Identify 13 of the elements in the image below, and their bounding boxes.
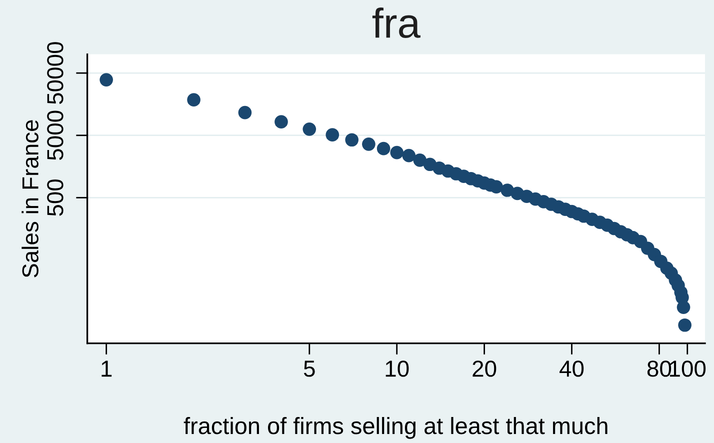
x-tick-label: 5	[304, 360, 315, 377]
y-tick-label: 5000	[47, 110, 64, 160]
chart-title: fra	[372, 7, 420, 38]
x-tick-label: 10	[386, 360, 409, 377]
x-axis-title: fraction of firms selling at least that much	[184, 416, 608, 439]
x-tick-label: 80	[647, 360, 672, 377]
x-tick-label: 20	[472, 360, 496, 377]
x-tick-label: 100	[670, 360, 706, 377]
y-tick-label: 500	[47, 179, 64, 216]
x-tick-label: 40	[560, 360, 584, 377]
x-tick-label: 1	[102, 360, 112, 377]
y-tick-label: 50000	[47, 42, 64, 104]
y-axis-title: Sales in France	[22, 120, 38, 278]
